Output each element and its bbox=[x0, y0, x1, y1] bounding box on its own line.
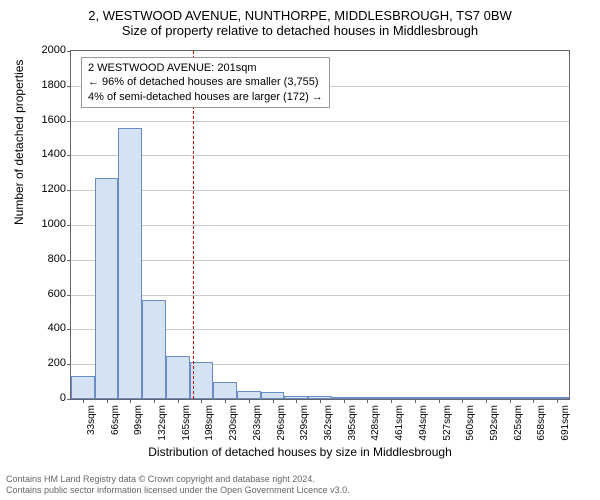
y-tick-label: 800 bbox=[48, 253, 66, 265]
histogram-bar bbox=[237, 391, 261, 399]
y-tick-mark bbox=[67, 86, 71, 87]
x-tick-label: 99sqm bbox=[133, 405, 144, 435]
footer-attribution: Contains HM Land Registry data © Crown c… bbox=[6, 474, 350, 496]
x-tick-label: 362sqm bbox=[323, 405, 334, 441]
y-tick-label: 400 bbox=[48, 322, 66, 334]
x-tick-label: 263sqm bbox=[252, 405, 263, 441]
y-tick-label: 1800 bbox=[42, 79, 66, 91]
x-tick-mark bbox=[296, 399, 297, 403]
x-tick-label: 198sqm bbox=[204, 405, 215, 441]
histogram-bar bbox=[166, 356, 190, 399]
chart-title-line2: Size of property relative to detached ho… bbox=[0, 23, 600, 42]
y-tick-label: 1000 bbox=[42, 218, 66, 230]
y-tick-label: 0 bbox=[60, 392, 66, 404]
x-tick-mark bbox=[439, 399, 440, 403]
annotation-line1: 2 WESTWOOD AVENUE: 201sqm bbox=[88, 61, 323, 75]
x-tick-label: 395sqm bbox=[347, 405, 358, 441]
x-tick-mark bbox=[249, 399, 250, 403]
y-tick-mark bbox=[67, 295, 71, 296]
x-tick-mark bbox=[83, 399, 84, 403]
x-tick-mark bbox=[486, 399, 487, 403]
x-tick-mark bbox=[367, 399, 368, 403]
x-tick-mark bbox=[510, 399, 511, 403]
y-tick-mark bbox=[67, 121, 71, 122]
footer-line1: Contains HM Land Registry data © Crown c… bbox=[6, 474, 350, 485]
x-tick-mark bbox=[273, 399, 274, 403]
footer-line2: Contains public sector information licen… bbox=[6, 485, 350, 496]
gridline bbox=[71, 121, 569, 122]
x-tick-label: 66sqm bbox=[110, 405, 121, 435]
gridline bbox=[71, 190, 569, 191]
x-tick-label: 428sqm bbox=[370, 405, 381, 441]
histogram-bar bbox=[95, 178, 119, 399]
x-tick-mark bbox=[107, 399, 108, 403]
y-tick-mark bbox=[67, 399, 71, 400]
x-tick-label: 691sqm bbox=[560, 405, 571, 441]
chart-plot-area: 2 WESTWOOD AVENUE: 201sqm← 96% of detach… bbox=[70, 50, 570, 400]
y-tick-label: 1400 bbox=[42, 148, 66, 160]
y-tick-label: 200 bbox=[48, 357, 66, 369]
x-tick-mark bbox=[201, 399, 202, 403]
annotation-box: 2 WESTWOOD AVENUE: 201sqm← 96% of detach… bbox=[81, 57, 330, 108]
x-tick-label: 329sqm bbox=[299, 405, 310, 441]
x-tick-label: 33sqm bbox=[86, 405, 97, 435]
x-axis-label: Distribution of detached houses by size … bbox=[0, 445, 600, 459]
x-tick-label: 527sqm bbox=[442, 405, 453, 441]
x-tick-label: 560sqm bbox=[465, 405, 476, 441]
gridline bbox=[71, 295, 569, 296]
annotation-line2: ← 96% of detached houses are smaller (3,… bbox=[88, 75, 323, 89]
x-tick-mark bbox=[533, 399, 534, 403]
y-tick-label: 1600 bbox=[42, 114, 66, 126]
x-tick-mark bbox=[154, 399, 155, 403]
y-tick-mark bbox=[67, 225, 71, 226]
y-tick-mark bbox=[67, 364, 71, 365]
x-tick-mark bbox=[178, 399, 179, 403]
y-tick-mark bbox=[67, 260, 71, 261]
x-tick-label: 461sqm bbox=[394, 405, 405, 441]
x-tick-label: 592sqm bbox=[489, 405, 500, 441]
histogram-bar bbox=[71, 376, 95, 399]
x-tick-label: 625sqm bbox=[513, 405, 524, 441]
x-tick-mark bbox=[344, 399, 345, 403]
gridline bbox=[71, 155, 569, 156]
y-tick-mark bbox=[67, 190, 71, 191]
x-tick-label: 658sqm bbox=[536, 405, 547, 441]
histogram-bar bbox=[142, 300, 166, 399]
y-tick-label: 2000 bbox=[42, 44, 66, 56]
y-tick-mark bbox=[67, 155, 71, 156]
x-tick-mark bbox=[130, 399, 131, 403]
gridline bbox=[71, 260, 569, 261]
x-tick-mark bbox=[225, 399, 226, 403]
chart-title-line1: 2, WESTWOOD AVENUE, NUNTHORPE, MIDDLESBR… bbox=[0, 0, 600, 23]
y-tick-mark bbox=[67, 51, 71, 52]
x-tick-label: 132sqm bbox=[157, 405, 168, 441]
x-tick-label: 296sqm bbox=[276, 405, 287, 441]
x-tick-mark bbox=[415, 399, 416, 403]
x-tick-mark bbox=[462, 399, 463, 403]
x-tick-mark bbox=[557, 399, 558, 403]
histogram-bar bbox=[261, 392, 285, 399]
gridline bbox=[71, 225, 569, 226]
y-axis-label: Number of detached properties bbox=[12, 60, 26, 225]
annotation-line3: 4% of semi-detached houses are larger (1… bbox=[88, 90, 323, 104]
x-tick-label: 494sqm bbox=[418, 405, 429, 441]
x-tick-label: 165sqm bbox=[181, 405, 192, 441]
histogram-bar bbox=[213, 382, 237, 399]
y-tick-label: 1200 bbox=[42, 183, 66, 195]
histogram-bar bbox=[118, 128, 142, 399]
x-tick-mark bbox=[320, 399, 321, 403]
y-tick-label: 600 bbox=[48, 288, 66, 300]
x-tick-label: 230sqm bbox=[228, 405, 239, 441]
x-tick-mark bbox=[391, 399, 392, 403]
y-tick-mark bbox=[67, 329, 71, 330]
